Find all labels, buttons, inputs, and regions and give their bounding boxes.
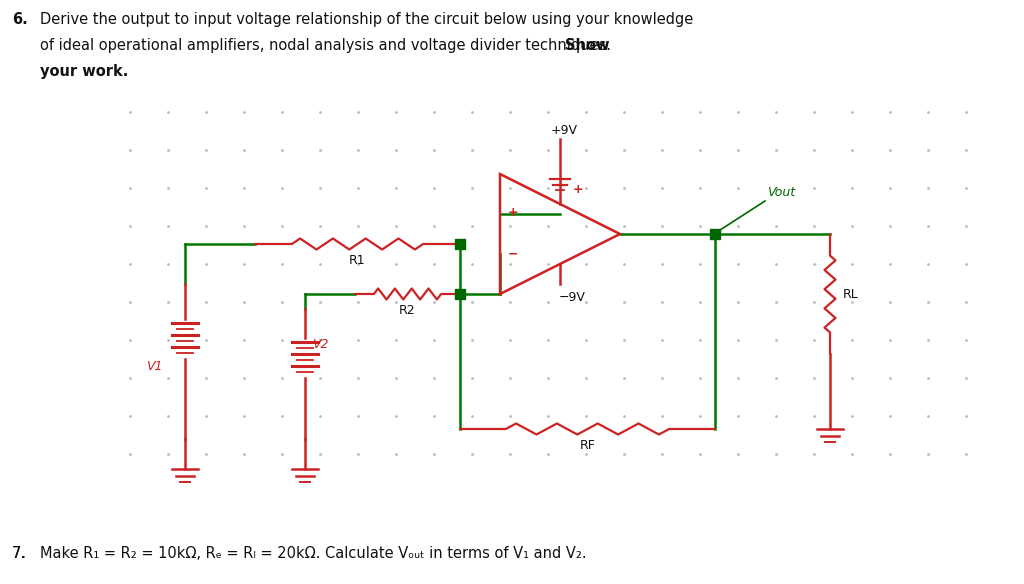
Text: your work.: your work. — [40, 64, 128, 79]
Text: Show: Show — [565, 38, 609, 53]
Text: −: − — [508, 248, 518, 260]
Text: +9V: +9V — [551, 124, 578, 137]
Text: +: + — [508, 206, 518, 218]
Text: RF: RF — [580, 439, 595, 452]
Text: 7.   Make R₁ = R₂ = 10kΩ, Rₑ = Rₗ = 20kΩ. Calculate Vₒᵤₜ in terms of V₁ and V₂.: 7. Make R₁ = R₂ = 10kΩ, Rₑ = Rₗ = 20kΩ. … — [12, 547, 587, 561]
Text: V2: V2 — [312, 338, 329, 350]
Text: −9V: −9V — [558, 291, 586, 304]
Text: +: + — [572, 183, 584, 196]
Text: 7.: 7. — [12, 547, 27, 561]
Text: R2: R2 — [399, 304, 416, 317]
Text: Derive the output to input voltage relationship of the circuit below using your : Derive the output to input voltage relat… — [40, 12, 693, 27]
Text: 6.: 6. — [12, 12, 28, 27]
Text: RL: RL — [843, 287, 859, 301]
Text: Vout: Vout — [767, 186, 795, 199]
Text: V1: V1 — [146, 360, 163, 373]
Text: of ideal operational amplifiers, nodal analysis and voltage divider techniques.: of ideal operational amplifiers, nodal a… — [40, 38, 615, 53]
Text: R1: R1 — [349, 254, 366, 267]
